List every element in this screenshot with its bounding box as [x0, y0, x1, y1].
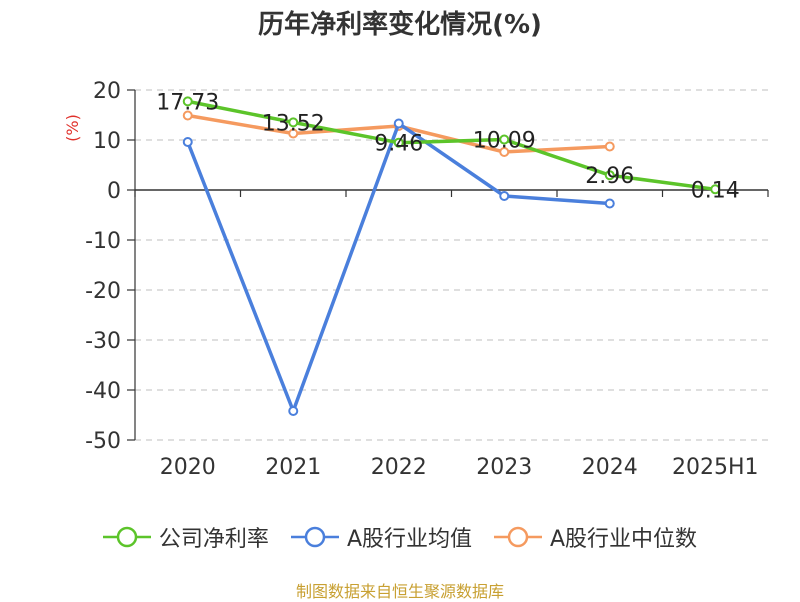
y-tick-label: 0	[107, 179, 121, 204]
legend: 公司净利率 A股行业均值 A股行业中位数	[0, 520, 800, 554]
y-tick-label: -10	[85, 229, 121, 254]
series-point-1	[393, 118, 404, 129]
series-point-1	[182, 137, 193, 147]
series-line-0	[186, 99, 717, 192]
legend-swatch-icon	[290, 526, 339, 548]
y-tick-label: -50	[85, 429, 121, 454]
y-axis-unit-label: (%)	[63, 114, 82, 142]
series-layer	[182, 96, 721, 416]
series-point-1	[499, 191, 510, 201]
series-point-2	[288, 128, 299, 139]
series-point-0	[710, 184, 721, 195]
x-tick-label: 2022	[371, 455, 427, 480]
legend-item[interactable]: A股行业中位数	[494, 521, 697, 553]
x-tick-label: 2024	[582, 455, 638, 480]
x-tick-label: 2020	[160, 455, 216, 480]
data-label: 17.73	[156, 90, 219, 115]
data-label-layer: 17.73 13.52 9.46 10.09 2.96 0.14	[156, 90, 739, 203]
y-tick-label: 10	[93, 129, 121, 154]
legend-swatch-icon	[102, 526, 151, 548]
y-tick-label: -40	[85, 379, 121, 404]
series-point-1	[604, 198, 615, 209]
legend-label: A股行业均值	[346, 527, 472, 552]
data-label: 2.96	[585, 164, 634, 189]
x-tick-label: 2021	[265, 455, 321, 480]
legend-label: A股行业中位数	[550, 527, 698, 552]
legend-item[interactable]: 公司净利率	[102, 521, 269, 553]
series-point-0	[393, 137, 404, 148]
y-tick-label: -30	[85, 329, 121, 354]
series-line-1	[186, 121, 612, 413]
data-label: 0.14	[691, 178, 740, 203]
legend-item[interactable]: A股行业均值	[290, 521, 472, 553]
data-label: 9.46	[374, 132, 423, 157]
series-point-0	[499, 134, 510, 145]
series-point-0	[288, 117, 299, 128]
y-tick-label: -20	[85, 279, 121, 304]
data-label: 10.09	[473, 129, 536, 154]
series-point-0	[604, 170, 615, 181]
data-label: 13.52	[262, 111, 325, 136]
axis-layer: 20 10 0 -10 -20 -30 -40 -50 2020 2021 2022 2023 2024…	[85, 79, 769, 480]
series-point-1	[288, 406, 299, 416]
series-point-0	[182, 96, 193, 107]
series-point-2	[604, 141, 615, 152]
source-note: 制图数据来自恒生聚源数据库	[295, 582, 504, 601]
legend-swatch-icon	[494, 526, 542, 548]
series-point-2	[499, 147, 510, 157]
y-tick-label: 20	[93, 79, 121, 104]
series-point-2	[182, 110, 193, 121]
chart-title: 历年净利率变化情况(%)	[258, 10, 542, 40]
x-tick-label: 2023	[476, 455, 532, 480]
legend-label: 公司净利率	[158, 527, 269, 552]
x-tick-label: 2025H1	[672, 455, 759, 480]
